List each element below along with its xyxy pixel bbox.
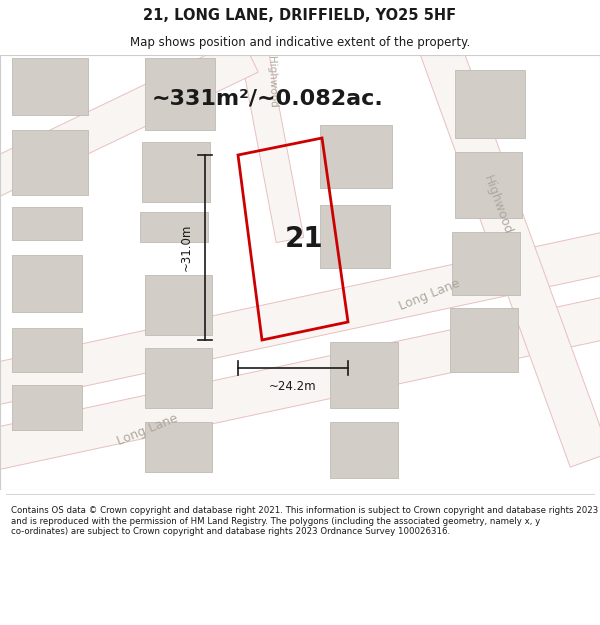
- Text: Highwood: Highwood: [481, 174, 515, 236]
- Text: ~331m²/~0.082ac.: ~331m²/~0.082ac.: [152, 88, 384, 108]
- Polygon shape: [12, 328, 82, 372]
- Text: Long Lane: Long Lane: [398, 277, 463, 313]
- Text: Highwood: Highwood: [266, 56, 278, 108]
- Polygon shape: [455, 70, 525, 138]
- Polygon shape: [12, 385, 82, 430]
- Polygon shape: [145, 422, 212, 472]
- Text: Map shows position and indicative extent of the property.: Map shows position and indicative extent…: [130, 36, 470, 49]
- Polygon shape: [0, 294, 600, 471]
- Polygon shape: [450, 308, 518, 372]
- Polygon shape: [12, 255, 82, 312]
- Polygon shape: [320, 205, 390, 268]
- Polygon shape: [241, 52, 304, 242]
- Polygon shape: [455, 152, 522, 218]
- Polygon shape: [140, 212, 208, 242]
- Polygon shape: [12, 130, 88, 195]
- Polygon shape: [330, 342, 398, 408]
- Polygon shape: [0, 38, 258, 197]
- Polygon shape: [145, 275, 212, 335]
- Text: Contains OS data © Crown copyright and database right 2021. This information is : Contains OS data © Crown copyright and d…: [11, 506, 598, 536]
- Polygon shape: [145, 58, 215, 130]
- Text: Long Lane: Long Lane: [116, 412, 181, 448]
- Polygon shape: [320, 125, 392, 188]
- Text: 21: 21: [285, 225, 324, 253]
- Polygon shape: [12, 58, 88, 115]
- Text: 21, LONG LANE, DRIFFIELD, YO25 5HF: 21, LONG LANE, DRIFFIELD, YO25 5HF: [143, 8, 457, 23]
- Text: ~24.2m: ~24.2m: [269, 380, 317, 393]
- Polygon shape: [142, 142, 210, 202]
- Polygon shape: [410, 13, 600, 467]
- Polygon shape: [145, 348, 212, 408]
- Polygon shape: [452, 232, 520, 295]
- Polygon shape: [330, 422, 398, 478]
- Polygon shape: [0, 229, 600, 406]
- Polygon shape: [12, 207, 82, 240]
- Text: ~31.0m: ~31.0m: [180, 224, 193, 271]
